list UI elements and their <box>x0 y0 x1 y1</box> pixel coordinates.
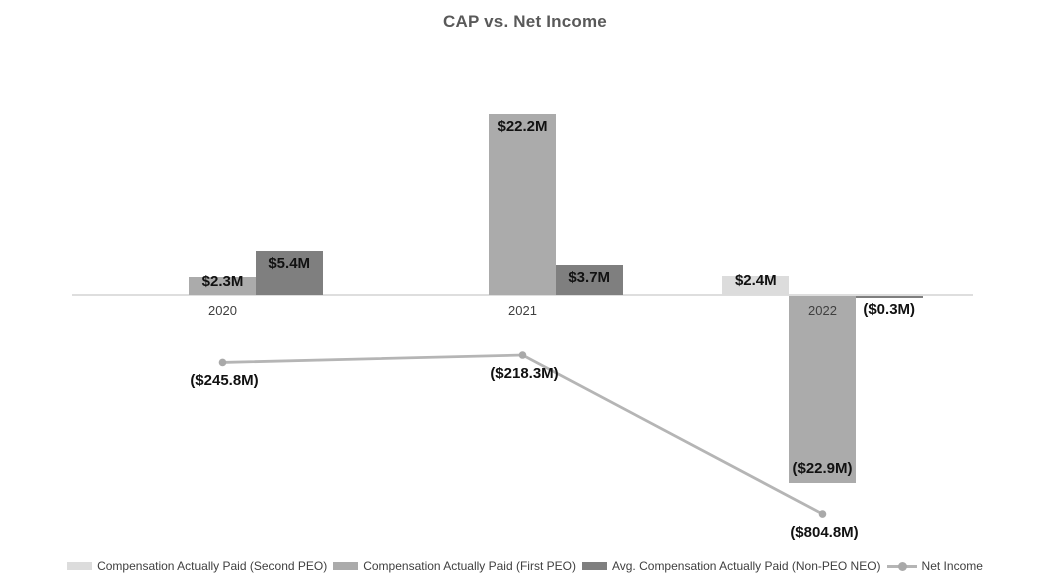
category-label-2021: 2021 <box>508 303 537 318</box>
line-label-net-income-2021: ($218.3M) <box>490 365 559 382</box>
legend-swatch-first-peo <box>333 562 359 570</box>
legend-item-net-income: Net Income <box>886 559 983 573</box>
legend: Compensation Actually Paid (Second PEO) C… <box>0 557 1050 575</box>
bar-label-first-peo-2022: ($22.9M) <box>792 460 853 478</box>
bar-label-non-peo-neo-2020: $5.4M <box>268 255 311 273</box>
legend-label-net-income: Net Income <box>921 559 983 573</box>
bar-label-second-peo-2022: $2.4M <box>734 271 777 289</box>
bar-non-peo-neo-2020 <box>255 251 323 296</box>
legend-item-non-peo-neo: Avg. Compensation Actually Paid (Non-PEO… <box>581 559 881 573</box>
legend-label-non-peo-neo: Avg. Compensation Actually Paid (Non-PEO… <box>611 559 881 573</box>
legend-swatch-second-peo <box>67 562 93 570</box>
category-label-2020: 2020 <box>208 303 237 318</box>
bar-label-non-peo-neo-2021: $3.7M <box>568 269 611 287</box>
bar-label-first-peo-2021: $22.2M <box>497 118 548 135</box>
legend-label-first-peo: Compensation Actually Paid (First PEO) <box>363 559 576 573</box>
bar-non-peo-neo-2022 <box>855 296 923 299</box>
net-income-marker-2021 <box>518 351 527 359</box>
bar-label-non-peo-neo-2022: ($0.3M) <box>863 301 916 319</box>
line-label-net-income-2020: ($245.8M) <box>190 372 259 390</box>
category-label-2022: 2022 <box>808 303 837 318</box>
bar-label-first-peo-2020: $2.3M <box>201 272 244 290</box>
net-income-marker-2020 <box>218 358 227 367</box>
chart-title: CAP vs. Net Income <box>443 12 607 31</box>
legend-marker-dot-icon <box>897 561 907 571</box>
net-income-marker-2022 <box>818 510 827 518</box>
line-label-net-income-2022: ($804.8M) <box>790 524 859 542</box>
legend-swatch-non-peo-neo <box>581 562 607 570</box>
legend-line-marker-symbol <box>886 561 917 571</box>
bar-second-peo-2022 <box>722 275 790 296</box>
bar-first-peo-2021 <box>489 114 556 296</box>
legend-label-second-peo: Compensation Actually Paid (Second PEO) <box>97 559 328 573</box>
bar-non-peo-neo-2021 <box>555 265 623 296</box>
legend-item-first-peo: Compensation Actually Paid (First PEO) <box>333 559 576 573</box>
bar-first-peo-2020 <box>189 276 256 296</box>
bar-first-peo-2022 <box>789 296 856 484</box>
legend-item-second-peo: Compensation Actually Paid (Second PEO) <box>67 559 327 573</box>
